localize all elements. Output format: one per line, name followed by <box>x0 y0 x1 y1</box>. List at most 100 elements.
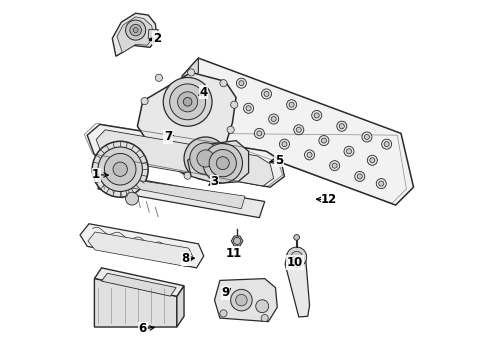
Polygon shape <box>95 268 184 297</box>
Polygon shape <box>98 173 265 218</box>
Text: 2: 2 <box>153 32 161 45</box>
Text: 3: 3 <box>211 175 219 188</box>
Circle shape <box>294 125 304 135</box>
Polygon shape <box>80 224 204 268</box>
Circle shape <box>220 80 227 87</box>
Text: 4: 4 <box>199 86 208 99</box>
Circle shape <box>155 74 163 81</box>
Polygon shape <box>101 273 176 296</box>
Polygon shape <box>109 176 245 209</box>
Circle shape <box>183 98 192 106</box>
Circle shape <box>362 132 372 142</box>
Circle shape <box>282 141 287 147</box>
Circle shape <box>203 143 243 183</box>
Polygon shape <box>117 17 153 53</box>
Circle shape <box>339 124 344 129</box>
Circle shape <box>170 84 205 120</box>
Circle shape <box>204 169 211 176</box>
Circle shape <box>344 146 354 156</box>
Circle shape <box>184 172 191 179</box>
Circle shape <box>239 81 244 86</box>
Text: 10: 10 <box>287 256 303 269</box>
Circle shape <box>141 98 148 105</box>
Text: 6: 6 <box>139 322 147 335</box>
Circle shape <box>296 127 301 132</box>
Circle shape <box>125 20 146 40</box>
Text: 5: 5 <box>275 154 283 167</box>
Circle shape <box>227 126 234 134</box>
Circle shape <box>163 77 212 126</box>
Circle shape <box>370 158 375 163</box>
Circle shape <box>337 121 347 131</box>
Circle shape <box>254 129 265 138</box>
Text: 12: 12 <box>321 193 338 206</box>
Circle shape <box>220 149 227 157</box>
Circle shape <box>113 162 127 176</box>
Circle shape <box>234 237 241 244</box>
Circle shape <box>365 134 369 139</box>
Circle shape <box>294 234 299 240</box>
Circle shape <box>125 192 139 205</box>
Circle shape <box>190 143 221 174</box>
Circle shape <box>236 78 246 88</box>
Circle shape <box>279 139 290 149</box>
Circle shape <box>376 179 386 189</box>
Circle shape <box>304 150 315 160</box>
Circle shape <box>355 171 365 181</box>
Circle shape <box>98 147 143 192</box>
Circle shape <box>271 117 276 122</box>
Circle shape <box>330 161 340 171</box>
Circle shape <box>314 113 319 118</box>
Circle shape <box>236 294 247 306</box>
Circle shape <box>261 315 269 321</box>
Polygon shape <box>95 279 177 327</box>
Circle shape <box>177 92 197 112</box>
Text: 1: 1 <box>92 168 100 181</box>
Circle shape <box>257 131 262 136</box>
Polygon shape <box>112 13 157 56</box>
Circle shape <box>379 181 384 186</box>
Circle shape <box>384 141 389 147</box>
Circle shape <box>357 174 362 179</box>
Circle shape <box>244 103 254 113</box>
Polygon shape <box>285 253 310 317</box>
Circle shape <box>209 149 236 177</box>
Text: 11: 11 <box>226 247 243 260</box>
Polygon shape <box>96 130 274 186</box>
Circle shape <box>133 28 138 33</box>
Circle shape <box>231 101 238 108</box>
Circle shape <box>319 135 329 145</box>
Polygon shape <box>231 236 243 246</box>
Polygon shape <box>177 286 184 327</box>
Polygon shape <box>88 232 193 267</box>
Circle shape <box>332 163 337 168</box>
Circle shape <box>307 152 312 157</box>
Circle shape <box>287 100 296 110</box>
Polygon shape <box>188 140 248 184</box>
Circle shape <box>216 157 229 170</box>
Circle shape <box>231 289 252 311</box>
Circle shape <box>197 150 214 167</box>
Circle shape <box>130 24 141 36</box>
Circle shape <box>287 247 307 267</box>
Circle shape <box>368 155 377 165</box>
Circle shape <box>321 138 326 143</box>
Polygon shape <box>137 72 236 176</box>
Polygon shape <box>215 279 277 321</box>
Circle shape <box>262 89 271 99</box>
Circle shape <box>382 139 392 149</box>
Circle shape <box>184 137 227 180</box>
Polygon shape <box>148 30 158 39</box>
Text: 7: 7 <box>164 130 172 144</box>
Polygon shape <box>87 125 285 187</box>
Circle shape <box>188 69 195 76</box>
Circle shape <box>291 251 302 263</box>
Circle shape <box>220 310 227 317</box>
Circle shape <box>256 300 269 313</box>
Text: 8: 8 <box>182 252 190 265</box>
Text: 9: 9 <box>221 287 229 300</box>
Circle shape <box>312 111 322 121</box>
Circle shape <box>104 153 136 185</box>
Circle shape <box>289 102 294 107</box>
Circle shape <box>346 149 351 154</box>
